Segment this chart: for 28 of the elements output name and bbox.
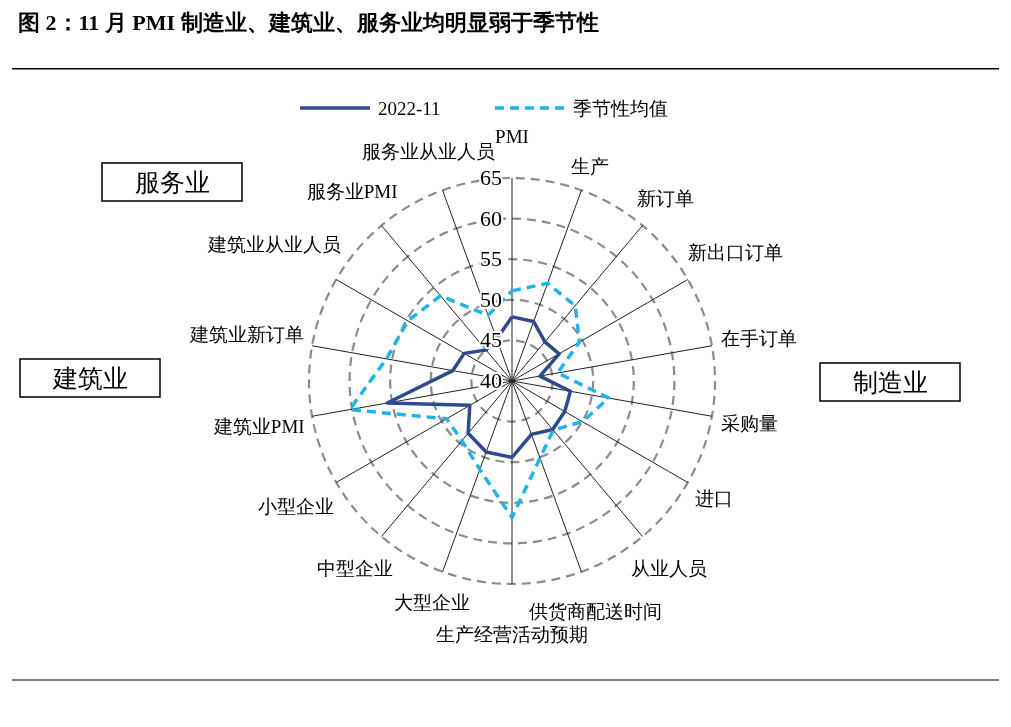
y-tick-label: 55 <box>480 246 502 272</box>
spoke-label: PMI <box>495 126 529 147</box>
legend-label: 季节性均值 <box>573 98 668 119</box>
spoke-label: 新出口订单 <box>688 241 784 263</box>
spoke-label: 从业人员 <box>631 558 708 580</box>
y-tick-label: 60 <box>480 205 502 231</box>
text: 建筑业 <box>51 365 128 392</box>
spoke-label: 建筑业新订单 <box>188 324 304 346</box>
spoke-label: 小型企业 <box>257 495 334 517</box>
spoke-label: 进口 <box>695 487 734 509</box>
text: 服务业 <box>134 169 210 196</box>
spoke-label: 服务业PMI <box>306 180 398 202</box>
spoke-label: 服务业从业人员 <box>361 140 495 162</box>
spoke-label: 建筑业从业人员 <box>206 233 341 255</box>
spoke-label: 大型企业 <box>393 592 470 614</box>
spoke-label: 建筑业PMI <box>212 415 305 437</box>
y-tick-label: 50 <box>480 286 502 312</box>
chart-title: 图 2：11 月 PMI 制造业、建筑业、服务业均明显弱于季节性 <box>18 10 599 35</box>
text: 制造业 <box>852 369 928 396</box>
spoke-label: 供货商配送时间 <box>529 601 663 623</box>
legend-label: 2022-11 <box>378 98 441 119</box>
spoke-label: 采购量 <box>720 412 778 434</box>
spoke-label: 新订单 <box>636 188 694 210</box>
spoke-label: 生产经营活动预期 <box>436 624 588 645</box>
y-tick-label: 65 <box>480 165 502 190</box>
spoke-label: 在手订单 <box>720 327 797 349</box>
spoke-label: 中型企业 <box>316 558 393 580</box>
spoke-label: 生产 <box>571 156 610 178</box>
